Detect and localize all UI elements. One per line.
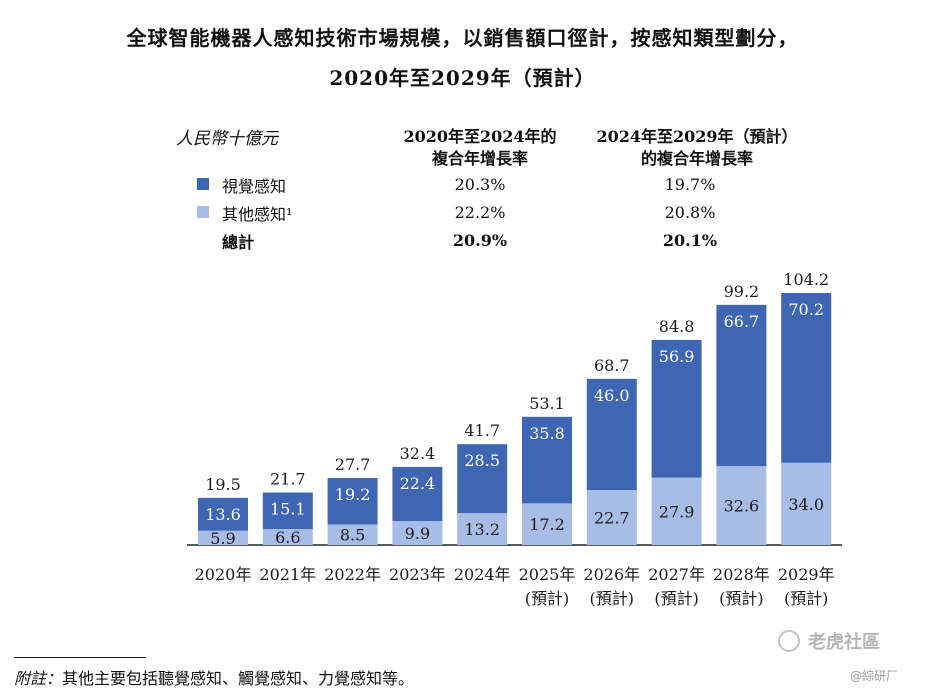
chart-title-line1: 全球智能機器人感知技術市場規模，以銷售額口徑計，按感知類型劃分， bbox=[126, 26, 799, 50]
cagr-header-2020-2024: 2020年至2024年的 複合年增長率 bbox=[395, 126, 565, 170]
watermark-handle: @綜研厂 bbox=[850, 669, 899, 683]
footnote-label: 附註： bbox=[14, 669, 63, 688]
x-tick-label-2: 2022年 bbox=[324, 565, 381, 584]
cagr-vision-2024-2029: 19.7% bbox=[664, 175, 716, 194]
cagr-header-2024-2029-line1: 2024年至2029年（預計） bbox=[596, 127, 798, 146]
bar-total-label-2: 27.7 bbox=[335, 455, 371, 474]
bar-segment-vision-7 bbox=[651, 339, 702, 478]
bar-value-label-other-5: 17.2 bbox=[529, 515, 565, 534]
bar-value-label-other-7: 27.9 bbox=[659, 502, 695, 521]
bar-total-label-7: 84.8 bbox=[659, 317, 695, 336]
footnote-divider bbox=[14, 657, 146, 658]
bar-value-label-vision-5: 35.8 bbox=[529, 424, 565, 443]
bar-value-label-other-4: 13.2 bbox=[464, 520, 500, 539]
bar-total-label-8: 99.2 bbox=[724, 282, 760, 301]
bar-segment-other-0 bbox=[198, 530, 248, 545]
bar-value-label-vision-0: 13.6 bbox=[205, 505, 241, 524]
legend-swatch-other bbox=[197, 206, 209, 218]
bar-segment-other-6 bbox=[586, 490, 637, 545]
bar-segment-vision-2 bbox=[327, 478, 378, 525]
bar-total-label-3: 32.4 bbox=[400, 444, 436, 463]
x-tick-label-9: 2029年 bbox=[778, 565, 835, 584]
legend-label-total: 總計 bbox=[222, 233, 255, 252]
bar-value-label-other-6: 22.7 bbox=[594, 509, 630, 528]
x-tick-label-6: 2026年 bbox=[583, 565, 640, 584]
x-tick-sublabel-6: (預計) bbox=[590, 589, 635, 608]
bar-value-label-other-2: 8.5 bbox=[340, 526, 365, 545]
bar-segment-other-7 bbox=[651, 477, 702, 545]
x-tick-label-0: 2020年 bbox=[195, 565, 252, 584]
cagr-header-2020-2024-line2: 複合年增長率 bbox=[431, 149, 528, 168]
chart-title-line2: 2020年至2029年（預計） bbox=[329, 66, 596, 90]
bar-value-label-vision-7: 56.9 bbox=[659, 347, 695, 366]
cagr-header-2024-2029-line2: 的複合年增長率 bbox=[640, 149, 753, 168]
footnote-text: 其他主要包括聽覺感知、觸覺感知、力覺感知等。 bbox=[62, 669, 415, 688]
bar-segment-other-8 bbox=[716, 466, 767, 545]
cagr-vision-2020-2024: 20.3% bbox=[454, 175, 506, 194]
unit-label: 人民幣十億元 bbox=[176, 129, 278, 149]
bar-value-label-vision-2: 19.2 bbox=[335, 485, 371, 504]
bar-value-label-other-9: 34.0 bbox=[788, 495, 824, 514]
x-tick-sublabel-7: (預計) bbox=[654, 589, 699, 608]
bar-segment-vision-3 bbox=[392, 466, 443, 522]
x-tick-sublabel-9: (預計) bbox=[784, 589, 829, 608]
x-tick-sublabel-5: (預計) bbox=[525, 589, 570, 608]
watermark-brand: 老虎社區 bbox=[808, 632, 880, 653]
watermark-logo-icon bbox=[778, 630, 800, 652]
bar-total-label-9: 104.2 bbox=[783, 270, 829, 289]
bar-segment-vision-0 bbox=[198, 497, 248, 531]
bar-value-label-vision-4: 28.5 bbox=[464, 451, 500, 470]
legend-swatch-vision bbox=[197, 178, 209, 190]
bar-total-label-0: 19.5 bbox=[205, 475, 241, 494]
legend-label-other: 其他感知¹ bbox=[222, 205, 293, 224]
cagr-other-2020-2024: 22.2% bbox=[454, 203, 506, 222]
bar-segment-other-2 bbox=[327, 524, 378, 545]
bar-segment-other-3 bbox=[392, 521, 443, 545]
legend-label-vision: 視覺感知 bbox=[222, 177, 287, 196]
bar-value-label-vision-3: 22.4 bbox=[400, 474, 436, 493]
bar-segment-vision-8 bbox=[716, 304, 767, 467]
bar-value-label-vision-9: 70.2 bbox=[788, 300, 824, 319]
bar-segment-other-9 bbox=[781, 462, 832, 545]
x-tick-label-3: 2023年 bbox=[389, 565, 446, 584]
bar-value-label-other-3: 9.9 bbox=[405, 524, 430, 543]
bar-value-label-other-0: 5.9 bbox=[210, 529, 235, 548]
bar-value-label-vision-6: 46.0 bbox=[594, 386, 630, 405]
x-tick-label-7: 2027年 bbox=[648, 565, 705, 584]
x-tick-label-1: 2021年 bbox=[259, 565, 316, 584]
cagr-total-2020-2024: 20.9% bbox=[452, 231, 508, 250]
bar-total-label-4: 41.7 bbox=[464, 421, 500, 440]
cagr-total-2024-2029: 20.1% bbox=[662, 231, 718, 250]
x-tick-sublabel-8: (預計) bbox=[719, 589, 764, 608]
bar-value-label-other-8: 32.6 bbox=[724, 497, 760, 516]
cagr-header-2020-2024-line1: 2020年至2024年的 bbox=[403, 127, 557, 146]
bar-total-label-6: 68.7 bbox=[594, 356, 630, 375]
bar-value-label-vision-1: 15.1 bbox=[270, 500, 306, 519]
bar-segment-vision-9 bbox=[781, 293, 832, 463]
x-tick-label-8: 2028年 bbox=[713, 565, 770, 584]
bar-value-label-vision-8: 66.7 bbox=[724, 312, 760, 331]
bar-segment-other-5 bbox=[522, 503, 572, 545]
x-tick-label-4: 2024年 bbox=[454, 565, 511, 584]
bar-value-label-other-1: 6.6 bbox=[275, 528, 300, 547]
bar-total-label-1: 21.7 bbox=[270, 470, 306, 489]
cagr-header-2024-2029: 2024年至2029年（預計） 的複合年增長率 bbox=[582, 126, 812, 170]
bar-segment-vision-4 bbox=[457, 444, 508, 514]
bar-segment-vision-1 bbox=[262, 492, 313, 530]
bar-segment-vision-5 bbox=[522, 416, 572, 504]
bar-segment-other-1 bbox=[262, 529, 313, 545]
bar-total-label-5: 53.1 bbox=[529, 394, 565, 413]
x-tick-label-5: 2025年 bbox=[519, 565, 576, 584]
cagr-other-2024-2029: 20.8% bbox=[664, 203, 716, 222]
footnote: 附註：其他主要包括聽覺感知、觸覺感知、力覺感知等。 bbox=[14, 665, 414, 689]
bar-segment-vision-6 bbox=[586, 378, 637, 491]
bar-segment-other-4 bbox=[457, 513, 508, 545]
